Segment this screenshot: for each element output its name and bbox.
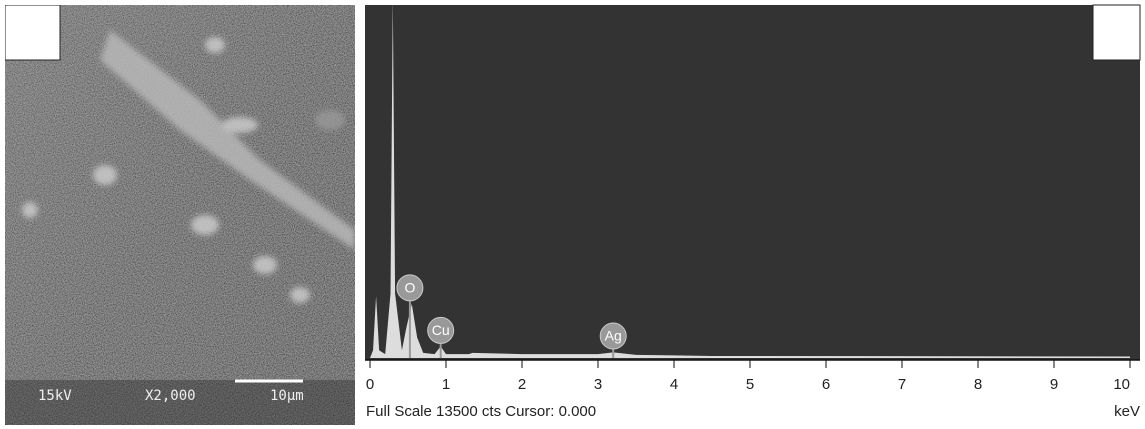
peak-label: Ag xyxy=(605,328,622,344)
sem-background xyxy=(5,5,355,425)
sem-features xyxy=(22,30,355,303)
x-tick-label: 9 xyxy=(1050,376,1058,393)
magnification: X2,000 xyxy=(145,388,196,404)
peak-badge xyxy=(599,322,627,350)
x-tick-label: 0 xyxy=(366,376,374,393)
x-tick-label: 3 xyxy=(594,376,602,393)
corner-box xyxy=(5,5,61,61)
x-tick-label: 7 xyxy=(898,376,906,393)
x-tick-label: 10 xyxy=(1113,376,1130,393)
x-axis-label: keV xyxy=(1114,403,1140,420)
peak-badge xyxy=(427,316,455,344)
peak-badge xyxy=(396,274,424,302)
x-tick-label: 8 xyxy=(974,376,982,393)
footer: Full Scale 13500 cts Cursor: 0.000 xyxy=(366,403,596,420)
sem-image: 15kV X2,000 10µm xyxy=(5,5,355,425)
x-tick-label: 6 xyxy=(822,376,830,393)
info-strip xyxy=(5,380,355,425)
peak-label: O xyxy=(404,280,415,296)
x-tick-label: 1 xyxy=(442,376,450,393)
scale-bar-label: 10µm xyxy=(270,388,304,404)
x-tick-label: 5 xyxy=(746,376,754,393)
x-tick-label: 4 xyxy=(670,376,678,393)
x-tick-label: 2 xyxy=(518,376,526,393)
corner-box xyxy=(1092,4,1141,61)
voltage: 15kV xyxy=(38,388,72,404)
plot-area xyxy=(365,5,1140,360)
peak-label: Cu xyxy=(432,322,450,338)
spectrum: O Cu Ag xyxy=(365,4,1141,360)
